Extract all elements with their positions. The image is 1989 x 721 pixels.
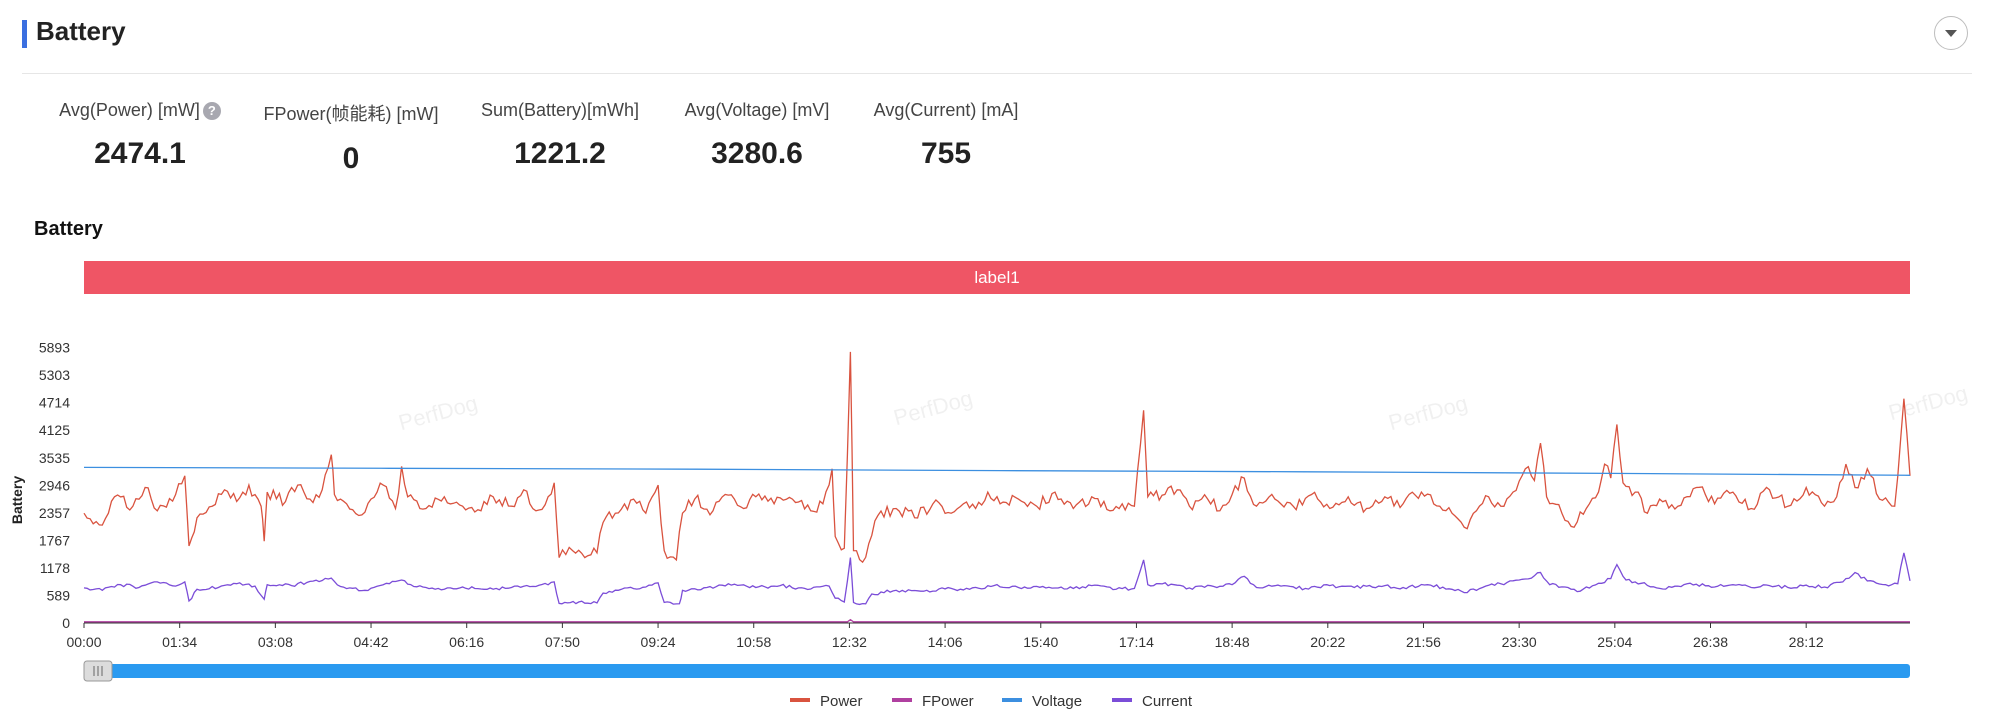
stat-value: 3280.6: [711, 137, 803, 170]
y-tick-label: 0: [62, 615, 70, 631]
series-line-voltage: [83, 466, 1911, 476]
stat-label: FPower(帧能耗) [mW]: [263, 104, 439, 124]
collapse-toggle-button[interactable]: [1934, 16, 1968, 50]
y-tick-label: 1178: [40, 560, 70, 576]
watermark-text: PerfDog: [1886, 380, 1970, 425]
y-tick-label: 2946: [39, 477, 70, 493]
series-line-current: [83, 552, 1911, 606]
x-tick-label: 25:04: [1597, 634, 1632, 650]
y-tick-label: 589: [47, 587, 71, 603]
stat-value: 1221.2: [514, 137, 606, 170]
stat-label: Avg(Power) [mW]: [59, 100, 200, 120]
header-accent-bar: [22, 20, 27, 48]
legend-label: FPower: [922, 693, 974, 710]
stat-avg-current: Avg(Current) [mA] 755: [866, 100, 1026, 171]
x-tick-label: 17:14: [1119, 634, 1154, 650]
x-tick-label: 00:00: [66, 634, 101, 650]
stat-label: Avg(Current) [mA]: [873, 100, 1019, 120]
stat-avg-power: Avg(Power) [mW]? 2474.1: [50, 100, 230, 171]
legend-swatch: [1002, 698, 1022, 702]
watermark-text: PerfDog: [891, 385, 975, 430]
x-tick-label: 14:06: [928, 634, 963, 650]
legend-item-fpower[interactable]: FPower: [892, 693, 974, 710]
x-tick-label: 09:24: [641, 634, 676, 650]
x-tick-label: 26:38: [1693, 634, 1728, 650]
x-tick-label: 04:42: [354, 634, 389, 650]
stat-sum-battery: Sum(Battery)[mWh] 1221.2: [474, 100, 646, 171]
y-tick-label: 4125: [39, 422, 70, 438]
legend-label: Current: [1142, 693, 1193, 710]
y-tick-label: 3535: [39, 450, 70, 466]
y-tick-label: 2357: [39, 505, 70, 521]
legend-label: Power: [820, 693, 863, 710]
stat-label: Avg(Voltage) [mV]: [684, 100, 830, 120]
stat-avg-voltage: Avg(Voltage) [mV] 3280.6: [676, 100, 838, 171]
x-tick-label: 18:48: [1215, 634, 1250, 650]
legend-swatch: [892, 698, 912, 702]
y-tick-label: 1767: [39, 532, 70, 548]
x-tick-label: 01:34: [162, 634, 197, 650]
x-tick-label: 07:50: [545, 634, 580, 650]
help-icon[interactable]: ?: [202, 101, 221, 120]
watermark-text: PerfDog: [396, 390, 480, 435]
stat-value: 0: [342, 142, 360, 175]
label-band: [84, 261, 1910, 294]
header-divider: [22, 73, 1972, 74]
legend-item-power[interactable]: Power: [790, 693, 863, 710]
zoom-slider[interactable]: [83, 660, 1910, 682]
y-tick-label: 5303: [39, 367, 70, 383]
label-band-text: label1: [974, 268, 1019, 287]
series-line-fpower: [84, 618, 1910, 623]
legend-swatch: [790, 698, 810, 702]
x-tick-label: 21:56: [1406, 634, 1441, 650]
stat-label: Sum(Battery)[mWh]: [480, 100, 640, 120]
x-tick-label: 10:58: [736, 634, 771, 650]
y-axis-label: Battery: [9, 476, 25, 524]
stat-fpower: FPower(帧能耗) [mW] 0: [258, 100, 444, 176]
x-tick-label: 06:16: [449, 634, 484, 650]
stat-value: 2474.1: [94, 137, 186, 170]
y-tick-label: 4714: [39, 395, 70, 411]
x-tick-label: 12:32: [832, 634, 867, 650]
x-tick-label: 28:12: [1789, 634, 1824, 650]
stat-value: 755: [920, 137, 972, 170]
series-line-power: [83, 351, 1911, 564]
zoom-slider-track[interactable]: [84, 664, 1910, 678]
legend-item-voltage[interactable]: Voltage: [1002, 693, 1082, 710]
x-tick-label: 20:22: [1310, 634, 1345, 650]
section-title: Battery: [36, 16, 126, 46]
section-header: Battery: [0, 0, 1989, 75]
legend-swatch: [1112, 698, 1132, 702]
chart-title: Battery: [34, 218, 103, 240]
legend-item-current[interactable]: Current: [1112, 693, 1193, 710]
y-tick-label: 5893: [39, 340, 70, 356]
legend-label: Voltage: [1032, 693, 1082, 710]
x-tick-label: 23:30: [1502, 634, 1537, 650]
x-tick-label: 03:08: [258, 634, 293, 650]
battery-chart: PerfDog PerfDog PerfDog PerfDog label1 Batt…: [9, 261, 1970, 710]
x-tick-label: 15:40: [1023, 634, 1058, 650]
watermark-text: PerfDog: [1386, 390, 1470, 435]
